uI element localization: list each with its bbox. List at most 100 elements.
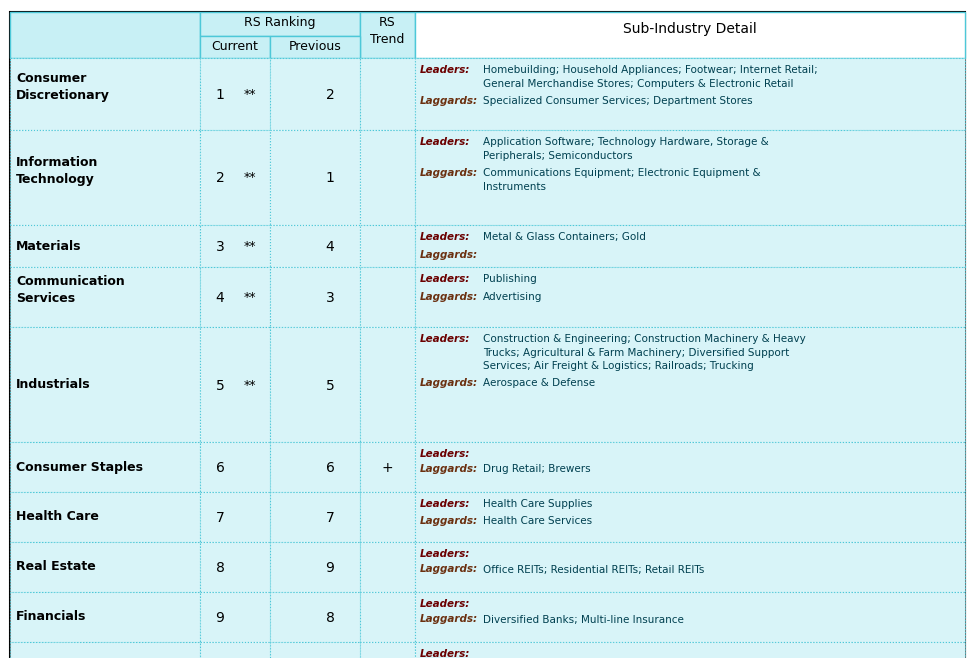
Bar [10, 542, 200, 592]
Bar [10, 267, 200, 327]
Text: Advertising: Advertising [482, 291, 542, 301]
Bar [10, 442, 200, 492]
Bar [10, 327, 200, 442]
Text: 3: 3 [215, 240, 224, 254]
Text: Drug Retail; Brewers: Drug Retail; Brewers [482, 465, 590, 474]
Text: Laggards:: Laggards: [420, 615, 477, 624]
Bar [360, 12, 415, 58]
Bar [270, 592, 360, 642]
Bar [200, 642, 270, 658]
Bar [200, 225, 270, 267]
Bar [360, 58, 415, 130]
Bar [270, 267, 360, 327]
Text: Laggards:: Laggards: [420, 168, 477, 178]
Text: Laggards:: Laggards: [420, 378, 477, 388]
Text: Health Care Services: Health Care Services [482, 517, 592, 526]
Bar [415, 592, 964, 642]
Text: Leaders:: Leaders: [420, 137, 469, 147]
Text: RS
Trend: RS Trend [370, 16, 404, 46]
Text: Previous: Previous [289, 40, 341, 53]
Bar [415, 267, 964, 327]
Text: Laggards:: Laggards: [420, 465, 477, 474]
Bar [415, 58, 964, 130]
Text: Homebuilding; Household Appliances; Footwear; Internet Retail;
General Merchandi: Homebuilding; Household Appliances; Foot… [482, 65, 817, 89]
Text: 6: 6 [215, 461, 224, 475]
Text: Leaders:: Leaders: [420, 499, 469, 509]
Text: Leaders:: Leaders: [420, 334, 469, 344]
Text: 1: 1 [326, 172, 334, 186]
Text: Specialized Consumer Services; Department Stores: Specialized Consumer Services; Departmen… [482, 96, 752, 106]
Text: Leaders:: Leaders: [420, 449, 469, 459]
Text: Leaders:: Leaders: [420, 232, 469, 242]
Text: 7: 7 [215, 511, 224, 525]
Text: Leaders:: Leaders: [420, 649, 469, 658]
Bar [360, 267, 415, 327]
Bar [415, 542, 964, 592]
Text: Publishing: Publishing [482, 274, 536, 284]
Bar [415, 492, 964, 542]
Text: 9: 9 [326, 561, 334, 575]
Text: 5: 5 [326, 378, 334, 393]
Bar [415, 327, 964, 442]
Bar [200, 12, 360, 36]
Text: 7: 7 [326, 511, 334, 525]
Bar [270, 642, 360, 658]
Bar [200, 542, 270, 592]
Text: 4: 4 [326, 240, 334, 254]
Text: Diversified Banks; Multi-line Insurance: Diversified Banks; Multi-line Insurance [482, 615, 684, 624]
Text: Metal & Glass Containers; Gold: Metal & Glass Containers; Gold [482, 232, 645, 242]
Text: 8: 8 [326, 611, 334, 625]
Text: Laggards:: Laggards: [420, 96, 477, 106]
Bar [10, 492, 200, 542]
Text: **: ** [244, 291, 256, 304]
Text: Application Software; Technology Hardware, Storage &
Peripherals; Semiconductors: Application Software; Technology Hardwar… [482, 137, 768, 161]
Text: Leaders:: Leaders: [420, 274, 469, 284]
Bar [200, 130, 270, 225]
Text: Laggards:: Laggards: [420, 517, 477, 526]
Bar [10, 58, 200, 130]
Bar [10, 592, 200, 642]
Bar [270, 58, 360, 130]
Text: Leaders:: Leaders: [420, 65, 469, 75]
Text: Financials: Financials [16, 611, 86, 624]
Text: **: ** [244, 378, 256, 392]
Bar [270, 36, 360, 58]
Text: Industrials: Industrials [16, 378, 91, 391]
Text: Health Care Supplies: Health Care Supplies [482, 499, 592, 509]
Text: Real Estate: Real Estate [16, 561, 96, 574]
Text: 2: 2 [215, 172, 224, 186]
Bar [415, 225, 964, 267]
Text: Leaders:: Leaders: [420, 549, 469, 559]
Text: Aerospace & Defense: Aerospace & Defense [482, 378, 595, 388]
Text: Consumer
Discretionary: Consumer Discretionary [16, 72, 110, 102]
Text: 4: 4 [215, 291, 224, 305]
Bar [270, 225, 360, 267]
Text: Materials: Materials [16, 240, 81, 253]
Text: Laggards:: Laggards: [420, 565, 477, 574]
Text: 3: 3 [326, 291, 334, 305]
Text: Information
Technology: Information Technology [16, 155, 98, 186]
Bar [270, 327, 360, 442]
Bar [415, 442, 964, 492]
Bar [200, 58, 270, 130]
Bar [360, 642, 415, 658]
Text: Office REITs; Residential REITs; Retail REITs: Office REITs; Residential REITs; Retail … [482, 565, 703, 574]
Bar [270, 542, 360, 592]
Bar [360, 130, 415, 225]
Text: Sub-Industry Detail: Sub-Industry Detail [622, 22, 756, 36]
Bar [415, 130, 964, 225]
Bar [270, 492, 360, 542]
Bar [360, 327, 415, 442]
Bar [10, 130, 200, 225]
Bar [360, 492, 415, 542]
Text: Laggards:: Laggards: [420, 249, 477, 259]
Text: 6: 6 [326, 461, 334, 475]
Text: RS Ranking: RS Ranking [244, 16, 316, 29]
Text: Leaders:: Leaders: [420, 599, 469, 609]
Bar [200, 492, 270, 542]
Bar [200, 442, 270, 492]
Text: Current: Current [211, 40, 258, 53]
Bar [415, 642, 964, 658]
Text: Laggards:: Laggards: [420, 291, 477, 301]
Bar [360, 542, 415, 592]
